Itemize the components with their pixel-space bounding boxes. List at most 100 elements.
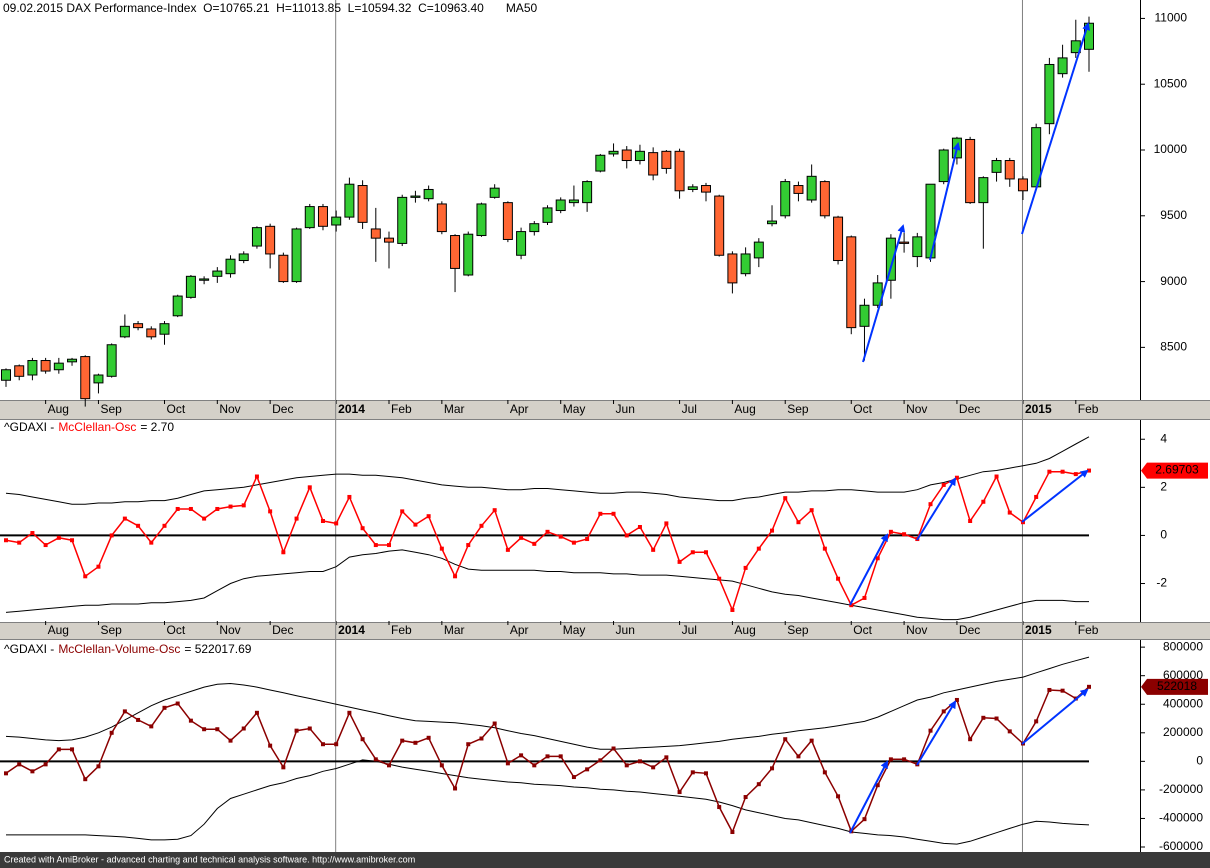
- legend-prefix: ^GDAXI -: [4, 642, 54, 656]
- series-point: [466, 543, 471, 548]
- series-point: [928, 502, 933, 507]
- series-point: [215, 727, 220, 732]
- series-point: [532, 541, 537, 546]
- candle-body: [502, 202, 513, 240]
- candle-body: [793, 185, 804, 194]
- series-point: [571, 540, 576, 545]
- x-tick-label: Sep: [787, 402, 809, 416]
- y-tick-label: 0: [1196, 754, 1203, 768]
- y-tick-label: 400000: [1163, 696, 1203, 710]
- series-point: [228, 738, 233, 743]
- series-point: [968, 519, 973, 523]
- series-point: [941, 482, 946, 487]
- candle-body: [965, 138, 976, 204]
- series-point: [558, 754, 563, 759]
- candle-body: [1084, 22, 1094, 50]
- series-point: [17, 762, 22, 767]
- series-point: [360, 737, 365, 742]
- candle-body: [780, 181, 791, 217]
- trend-arrow: [849, 760, 888, 834]
- series-point: [400, 509, 405, 514]
- chart-title: 09.02.2015 DAX Performance-Index O=10765…: [3, 1, 537, 15]
- x-tick-label: 2014: [338, 623, 365, 637]
- series-point: [122, 516, 127, 521]
- footer-bar: [0, 852, 1210, 868]
- candle-body: [1, 369, 11, 381]
- legend-prefix: ^GDAXI -: [4, 420, 54, 434]
- x-tick-label: Nov: [906, 623, 927, 637]
- series-point: [809, 738, 814, 743]
- series-point: [347, 710, 352, 715]
- x-tick-label: Feb: [1078, 402, 1099, 416]
- candle-body: [146, 328, 157, 338]
- last-value-box: [1141, 678, 1208, 695]
- series-point: [453, 786, 458, 791]
- legend-value: = 2.70: [140, 420, 174, 434]
- series-point: [373, 757, 378, 762]
- indicator-label: MA50: [506, 1, 538, 15]
- band-line: [5, 656, 1090, 750]
- candle-body: [582, 181, 593, 204]
- x-tick-label: Jun: [616, 402, 635, 416]
- series-point: [347, 494, 352, 499]
- series-point: [188, 718, 193, 723]
- footer-text: Created with AmiBroker - advanced charti…: [4, 854, 415, 864]
- x-tick-label: 2015: [1025, 402, 1052, 416]
- candle-body: [27, 360, 38, 376]
- candle-body: [450, 235, 461, 269]
- x-tick-label: Feb: [391, 623, 412, 637]
- series-point: [545, 529, 550, 534]
- trend-arrow: [1021, 469, 1089, 523]
- y-tick-label: 11000: [1155, 11, 1188, 25]
- series-point: [796, 520, 801, 525]
- candle-body: [185, 275, 196, 298]
- candle-body: [265, 225, 276, 255]
- series-point: [254, 474, 259, 479]
- series-point: [413, 740, 418, 745]
- series-point: [783, 496, 788, 501]
- series-point: [241, 726, 246, 731]
- candle-body: [106, 344, 117, 377]
- x-tick-label: Oct: [853, 402, 872, 416]
- series-point: [268, 743, 273, 748]
- y-tick-label: 2: [1160, 480, 1167, 494]
- candle-body: [278, 254, 289, 283]
- series-point: [162, 523, 167, 528]
- series-point: [770, 766, 775, 771]
- series-point: [307, 726, 312, 731]
- series-point: [598, 511, 603, 516]
- candle-body: [674, 150, 685, 192]
- candle-body: [529, 223, 540, 233]
- series-point: [492, 721, 497, 726]
- candle-body: [819, 181, 830, 217]
- series-point: [822, 546, 827, 551]
- series-point: [756, 546, 761, 551]
- series-point: [4, 538, 8, 543]
- candle-body: [608, 150, 619, 155]
- candle-body: [806, 175, 817, 201]
- series-point: [1007, 510, 1012, 515]
- series-point: [1034, 719, 1039, 724]
- series-point: [981, 499, 986, 504]
- series-point: [400, 738, 405, 743]
- candle-body: [1044, 63, 1055, 125]
- candle-body: [67, 358, 78, 363]
- series-point: [56, 535, 61, 540]
- candle-body: [740, 253, 751, 275]
- series-point: [70, 747, 75, 752]
- candle-body: [331, 216, 342, 226]
- series-point: [994, 716, 999, 721]
- series-point: [122, 709, 127, 714]
- x-tick-label: Feb: [391, 402, 412, 416]
- series-point: [320, 742, 325, 747]
- series-point: [954, 697, 959, 702]
- series-point: [426, 514, 431, 519]
- candle-body: [159, 323, 170, 335]
- legend-series-name: McClellan-Volume-Osc: [58, 642, 180, 656]
- candle-body: [133, 323, 144, 329]
- series-point: [1060, 688, 1065, 693]
- series-point: [981, 715, 986, 720]
- candle-body: [370, 228, 381, 239]
- series-point: [413, 522, 418, 527]
- series-point: [571, 775, 576, 780]
